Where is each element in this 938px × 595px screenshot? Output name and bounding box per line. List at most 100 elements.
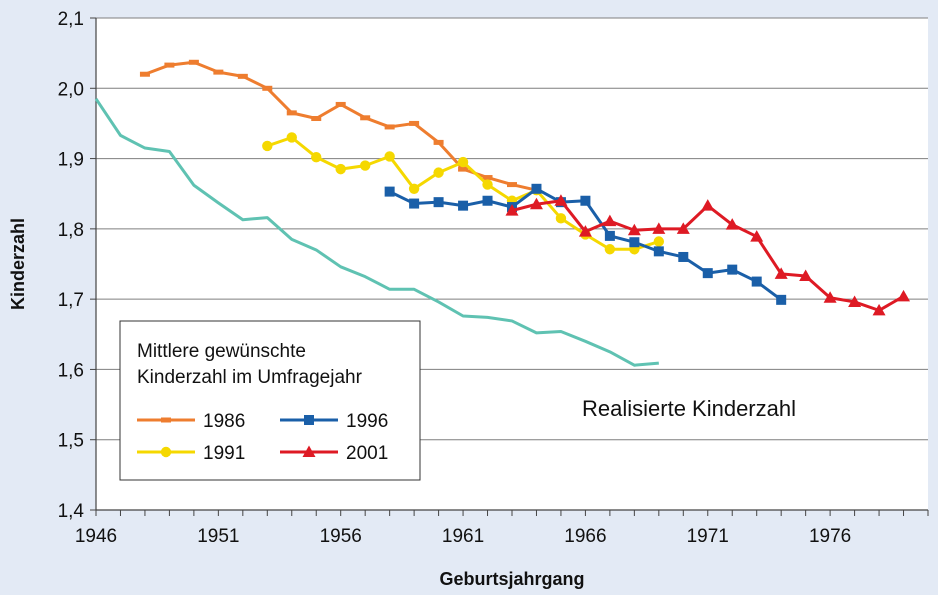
marker-dash [507, 182, 517, 188]
marker-dash [311, 116, 322, 122]
marker-triangle [603, 214, 617, 227]
marker-circle [262, 140, 273, 152]
series-line [94, 97, 659, 367]
legend-entry-1996: 1996 [280, 411, 388, 432]
series-realisierte-kinderzahl [94, 97, 659, 367]
y-axis-title: Kinderzahl [8, 218, 28, 310]
legend-label: 1996 [346, 411, 388, 432]
legend-label: 2001 [346, 443, 388, 464]
y-tick-2,0: 2,0 [58, 79, 84, 100]
marker-triangle [897, 289, 911, 302]
marker-circle [160, 446, 172, 458]
legend-entry-2001: 2001 [280, 443, 388, 464]
marker-square [458, 200, 469, 211]
marker-triangle [627, 223, 641, 236]
marker-dash [335, 101, 346, 107]
marker-circle [384, 151, 395, 162]
marker-circle [555, 213, 567, 224]
marker-circle [433, 167, 444, 178]
x-tick-1946: 1946 [75, 526, 117, 547]
marker-triangle [848, 295, 862, 307]
marker-square [776, 294, 787, 305]
realized-annotation: Realisierte Kinderzahl [582, 396, 796, 421]
marker-circle [653, 236, 665, 247]
marker-circle [482, 179, 493, 190]
marker-dash [433, 139, 444, 145]
x-tick-1966: 1966 [564, 526, 606, 547]
marker-dash [237, 73, 248, 79]
marker-dash [164, 62, 175, 68]
marker-triangle [578, 225, 592, 237]
series-1991 [262, 132, 665, 255]
legend: Mittlere gewünschte Kinderzahl im Umfrag… [119, 320, 421, 481]
marker-triangle [725, 218, 739, 230]
marker-square [531, 183, 542, 194]
marker-dash [360, 115, 371, 121]
y-tick-2,1: 2,1 [58, 9, 84, 30]
legend-title-line-1: Mittlere gewünschte [137, 341, 306, 362]
x-axis-title: Geburtsjahrgang [439, 569, 584, 589]
x-tick-1976: 1976 [809, 526, 851, 547]
marker-circle [457, 156, 469, 168]
marker-triangle [774, 267, 788, 279]
legend-entry-1991: 1991 [137, 443, 245, 464]
legend-label: 1991 [203, 443, 245, 464]
marker-triangle [750, 230, 764, 242]
y-tick-1,9: 1,9 [58, 150, 84, 171]
marker-triangle [676, 222, 690, 234]
marker-square [433, 197, 444, 208]
marker-dash [262, 85, 273, 91]
series-layer [94, 59, 911, 367]
marker-dash [286, 110, 297, 116]
marker-triangle [701, 199, 715, 211]
marker-square [727, 264, 738, 275]
marker-triangle [529, 197, 543, 210]
y-tick-1,5: 1,5 [58, 431, 84, 452]
legend-title-line-2: Kinderzahl im Umfragejahr [137, 367, 363, 388]
legend-entries: 1986 1991 1996 2001 [137, 411, 388, 464]
legend-label: 1986 [203, 411, 245, 432]
marker-triangle [799, 269, 813, 281]
marker-triangle [505, 204, 519, 216]
marker-square [604, 230, 615, 241]
marker-square [384, 186, 395, 197]
marker-square [678, 251, 689, 262]
y-tick-1,8: 1,8 [58, 220, 84, 241]
y-tick-1,6: 1,6 [58, 360, 84, 381]
marker-triangle [652, 222, 666, 234]
marker-square [653, 246, 664, 257]
x-tick-1951: 1951 [197, 526, 239, 547]
marker-dash [188, 59, 199, 65]
marker-circle [286, 132, 297, 143]
y-tick-1,7: 1,7 [58, 290, 84, 311]
marker-square [482, 195, 493, 206]
marker-circle [359, 160, 371, 171]
x-tick-1956: 1956 [320, 526, 362, 547]
marker-triangle [302, 445, 316, 457]
x-tick-1961: 1961 [442, 526, 484, 547]
marker-dash [384, 124, 395, 130]
marker-square [580, 195, 591, 206]
y-tick-1,4: 1,4 [58, 501, 85, 522]
marker-triangle [872, 303, 886, 316]
marker-square [409, 198, 420, 209]
marker-dash [139, 71, 150, 77]
marker-triangle [823, 291, 837, 303]
marker-circle [604, 244, 616, 255]
series-2001 [505, 194, 911, 316]
legend-entry-1986: 1986 [137, 411, 245, 432]
x-tick-1971: 1971 [687, 526, 729, 547]
marker-dash [409, 120, 420, 126]
marker-circle [335, 163, 346, 175]
series-1996 [384, 183, 787, 305]
marker-dash [213, 69, 224, 75]
marker-circle [408, 183, 420, 194]
marker-square [629, 237, 640, 248]
marker-square [702, 268, 713, 279]
tick-labels: 1,4 1,5 1,6 1,7 1,8 1,9 2,0 2,1 1946 1951 1956 1961… [58, 9, 852, 547]
marker-square [304, 415, 314, 425]
marker-triangle [554, 194, 568, 206]
marker-dash [482, 175, 493, 181]
marker-circle [311, 151, 322, 163]
